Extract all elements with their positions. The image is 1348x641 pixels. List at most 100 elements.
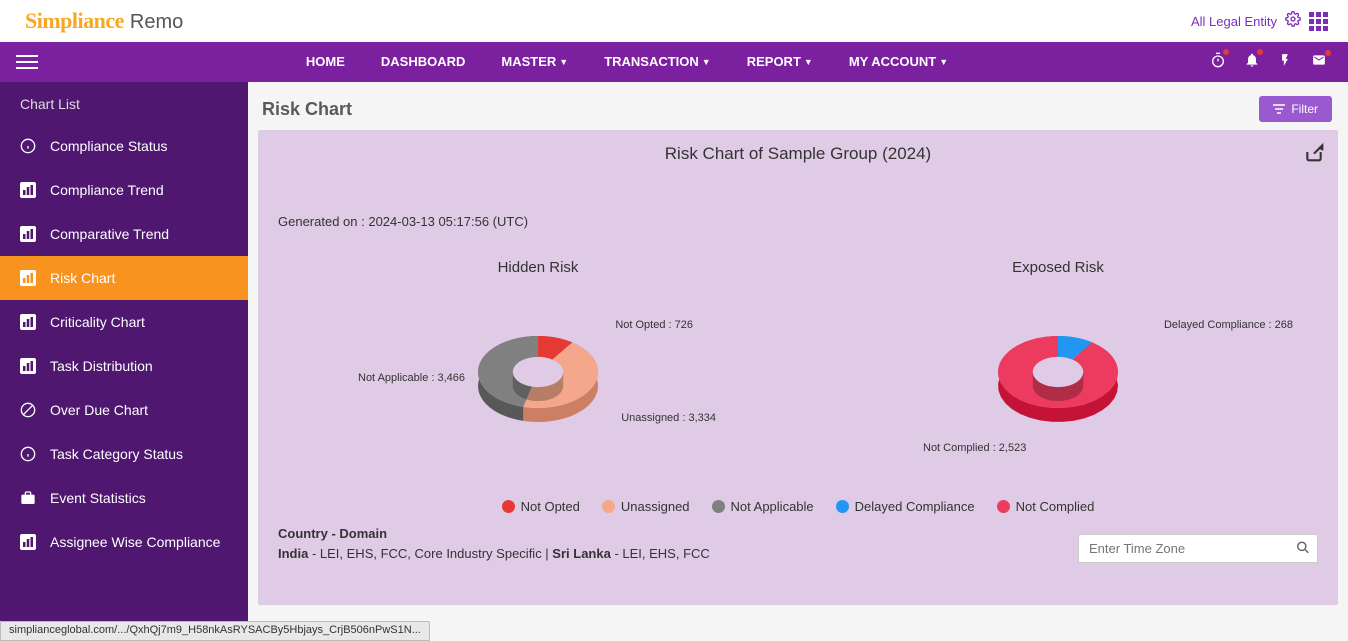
sidebar-item-compliance-status[interactable]: Compliance Status bbox=[0, 124, 248, 168]
sidebar-item-label: Risk Chart bbox=[50, 270, 115, 286]
sidebar-title: Chart List bbox=[0, 82, 248, 124]
exposed-risk-donut-wrap: Delayed Compliance : 268 Not Complied : … bbox=[818, 284, 1298, 459]
bolt-icon[interactable] bbox=[1278, 52, 1292, 73]
sidebar-item-label: Task Distribution bbox=[50, 358, 153, 374]
logo: Simpliance Remo bbox=[25, 8, 183, 34]
exposed-risk-label-notcomplied: Not Complied : 2,523 bbox=[923, 442, 1026, 454]
hidden-risk-label-unassigned: Unassigned : 3,334 bbox=[621, 412, 716, 424]
nav-item-report[interactable]: REPORT▼ bbox=[729, 42, 831, 82]
hamburger-menu-icon[interactable] bbox=[10, 45, 44, 79]
nav-item-home[interactable]: HOME bbox=[288, 42, 363, 82]
sidebar-item-label: Over Due Chart bbox=[50, 402, 148, 418]
country-domain-heading: Country - Domain bbox=[278, 526, 387, 541]
chart-title: Risk Chart of Sample Group (2024) bbox=[278, 144, 1318, 164]
legend-label: Not Opted bbox=[521, 499, 580, 514]
country-domain-info: Country - Domain India - LEI, EHS, FCC, … bbox=[278, 524, 710, 563]
bar-icon bbox=[20, 314, 36, 330]
hidden-risk-donut bbox=[468, 302, 608, 442]
country1-domains: - LEI, EHS, FCC, Core Industry Specific … bbox=[308, 546, 552, 561]
sidebar-item-task-category-status[interactable]: Task Category Status bbox=[0, 432, 248, 476]
sidebar-item-compliance-trend[interactable]: Compliance Trend bbox=[0, 168, 248, 212]
content-area: Chart List Compliance Status Compliance T… bbox=[0, 82, 1348, 621]
chart-footer: Country - Domain India - LEI, EHS, FCC, … bbox=[278, 524, 1318, 563]
filter-label: Filter bbox=[1291, 102, 1318, 116]
info-icon bbox=[20, 138, 36, 154]
filter-icon bbox=[1273, 104, 1285, 114]
bar-icon bbox=[20, 534, 36, 550]
export-icon[interactable] bbox=[1304, 142, 1324, 168]
hidden-risk-chart: Hidden Risk Not Opted : 726 Unassigned :… bbox=[298, 259, 778, 459]
timezone-input-group bbox=[1078, 534, 1318, 563]
bell-icon[interactable] bbox=[1244, 52, 1260, 73]
top-header: Simpliance Remo All Legal Entity bbox=[0, 0, 1348, 42]
sidebar-item-label: Comparative Trend bbox=[50, 226, 169, 242]
apps-grid-icon[interactable] bbox=[1309, 12, 1328, 31]
sidebar-item-criticality-chart[interactable]: Criticality Chart bbox=[0, 300, 248, 344]
stopwatch-icon[interactable] bbox=[1210, 52, 1226, 73]
sidebar-item-task-distribution[interactable]: Task Distribution bbox=[0, 344, 248, 388]
country2-domains: - LEI, EHS, FCC bbox=[611, 546, 710, 561]
country1-name: India bbox=[278, 546, 308, 561]
logo-sub: Remo bbox=[130, 11, 183, 34]
legend-item-unassigned[interactable]: Unassigned bbox=[602, 499, 690, 514]
charts-row: Hidden Risk Not Opted : 726 Unassigned :… bbox=[278, 259, 1318, 459]
sidebar: Chart List Compliance Status Compliance T… bbox=[0, 82, 248, 621]
legend-label: Delayed Compliance bbox=[855, 499, 975, 514]
legend-swatch bbox=[836, 500, 849, 513]
sidebar-item-assignee-wise-compliance[interactable]: Assignee Wise Compliance bbox=[0, 520, 248, 564]
nav-menu: HOMEDASHBOARDMASTER▼TRANSACTION▼REPORT▼M… bbox=[288, 42, 966, 82]
legend-item-not-opted[interactable]: Not Opted bbox=[502, 499, 580, 514]
sidebar-item-comparative-trend[interactable]: Comparative Trend bbox=[0, 212, 248, 256]
exposed-risk-donut bbox=[988, 302, 1128, 442]
top-right-controls: All Legal Entity bbox=[1191, 11, 1328, 32]
sidebar-item-label: Criticality Chart bbox=[50, 314, 145, 330]
caret-down-icon: ▼ bbox=[559, 42, 568, 82]
logo-main: Simpliance bbox=[25, 8, 124, 34]
exposed-risk-title: Exposed Risk bbox=[818, 259, 1298, 276]
bar-icon bbox=[20, 226, 36, 242]
nav-item-my-account[interactable]: MY ACCOUNT▼ bbox=[831, 42, 966, 82]
main-header: Risk Chart Filter bbox=[258, 90, 1338, 130]
legend-item-not-complied[interactable]: Not Complied bbox=[997, 499, 1095, 514]
nav-item-transaction[interactable]: TRANSACTION▼ bbox=[586, 42, 729, 82]
chart-panel: Risk Chart of Sample Group (2024) Genera… bbox=[258, 130, 1338, 605]
search-icon[interactable] bbox=[1296, 540, 1310, 557]
mail-icon[interactable] bbox=[1310, 53, 1328, 72]
sidebar-item-event-statistics[interactable]: Event Statistics bbox=[0, 476, 248, 520]
info-icon bbox=[20, 446, 36, 462]
caret-down-icon: ▼ bbox=[804, 42, 813, 82]
hidden-risk-donut-wrap: Not Opted : 726 Unassigned : 3,334 Not A… bbox=[298, 284, 778, 459]
nav-item-master[interactable]: MASTER▼ bbox=[483, 42, 586, 82]
page-title: Risk Chart bbox=[262, 99, 352, 120]
block-icon bbox=[20, 402, 36, 418]
sidebar-item-risk-chart[interactable]: Risk Chart bbox=[0, 256, 248, 300]
sidebar-item-label: Assignee Wise Compliance bbox=[50, 534, 220, 550]
timezone-input[interactable] bbox=[1078, 534, 1318, 563]
legend-swatch bbox=[602, 500, 615, 513]
sidebar-item-label: Event Statistics bbox=[50, 490, 146, 506]
sidebar-item-over-due-chart[interactable]: Over Due Chart bbox=[0, 388, 248, 432]
bar-icon bbox=[20, 270, 36, 286]
bar-icon bbox=[20, 358, 36, 374]
legend-label: Unassigned bbox=[621, 499, 690, 514]
hidden-risk-label-notopted: Not Opted : 726 bbox=[615, 319, 693, 331]
nav-bar: HOMEDASHBOARDMASTER▼TRANSACTION▼REPORT▼M… bbox=[0, 42, 1348, 82]
filter-button[interactable]: Filter bbox=[1259, 96, 1332, 122]
settings-gear-icon[interactable] bbox=[1285, 11, 1301, 32]
legal-entity-link[interactable]: All Legal Entity bbox=[1191, 14, 1277, 29]
exposed-risk-chart: Exposed Risk Delayed Compliance : 268 No… bbox=[818, 259, 1298, 459]
caret-down-icon: ▼ bbox=[702, 42, 711, 82]
legend-label: Not Applicable bbox=[731, 499, 814, 514]
generated-on-label: Generated on : 2024-03-13 05:17:56 (UTC) bbox=[278, 214, 1318, 229]
legend-label: Not Complied bbox=[1016, 499, 1095, 514]
nav-item-dashboard[interactable]: DASHBOARD bbox=[363, 42, 484, 82]
main-panel: Risk Chart Filter Risk Chart of Sample G… bbox=[248, 82, 1348, 621]
legend-item-delayed-compliance[interactable]: Delayed Compliance bbox=[836, 499, 975, 514]
bar-icon bbox=[20, 182, 36, 198]
legend-item-not-applicable[interactable]: Not Applicable bbox=[712, 499, 814, 514]
country2-name: Sri Lanka bbox=[552, 546, 611, 561]
briefcase-icon bbox=[20, 490, 36, 506]
sidebar-item-label: Task Category Status bbox=[50, 446, 183, 462]
sidebar-item-label: Compliance Status bbox=[50, 138, 168, 154]
exposed-risk-label-delayed: Delayed Compliance : 268 bbox=[1164, 319, 1293, 331]
